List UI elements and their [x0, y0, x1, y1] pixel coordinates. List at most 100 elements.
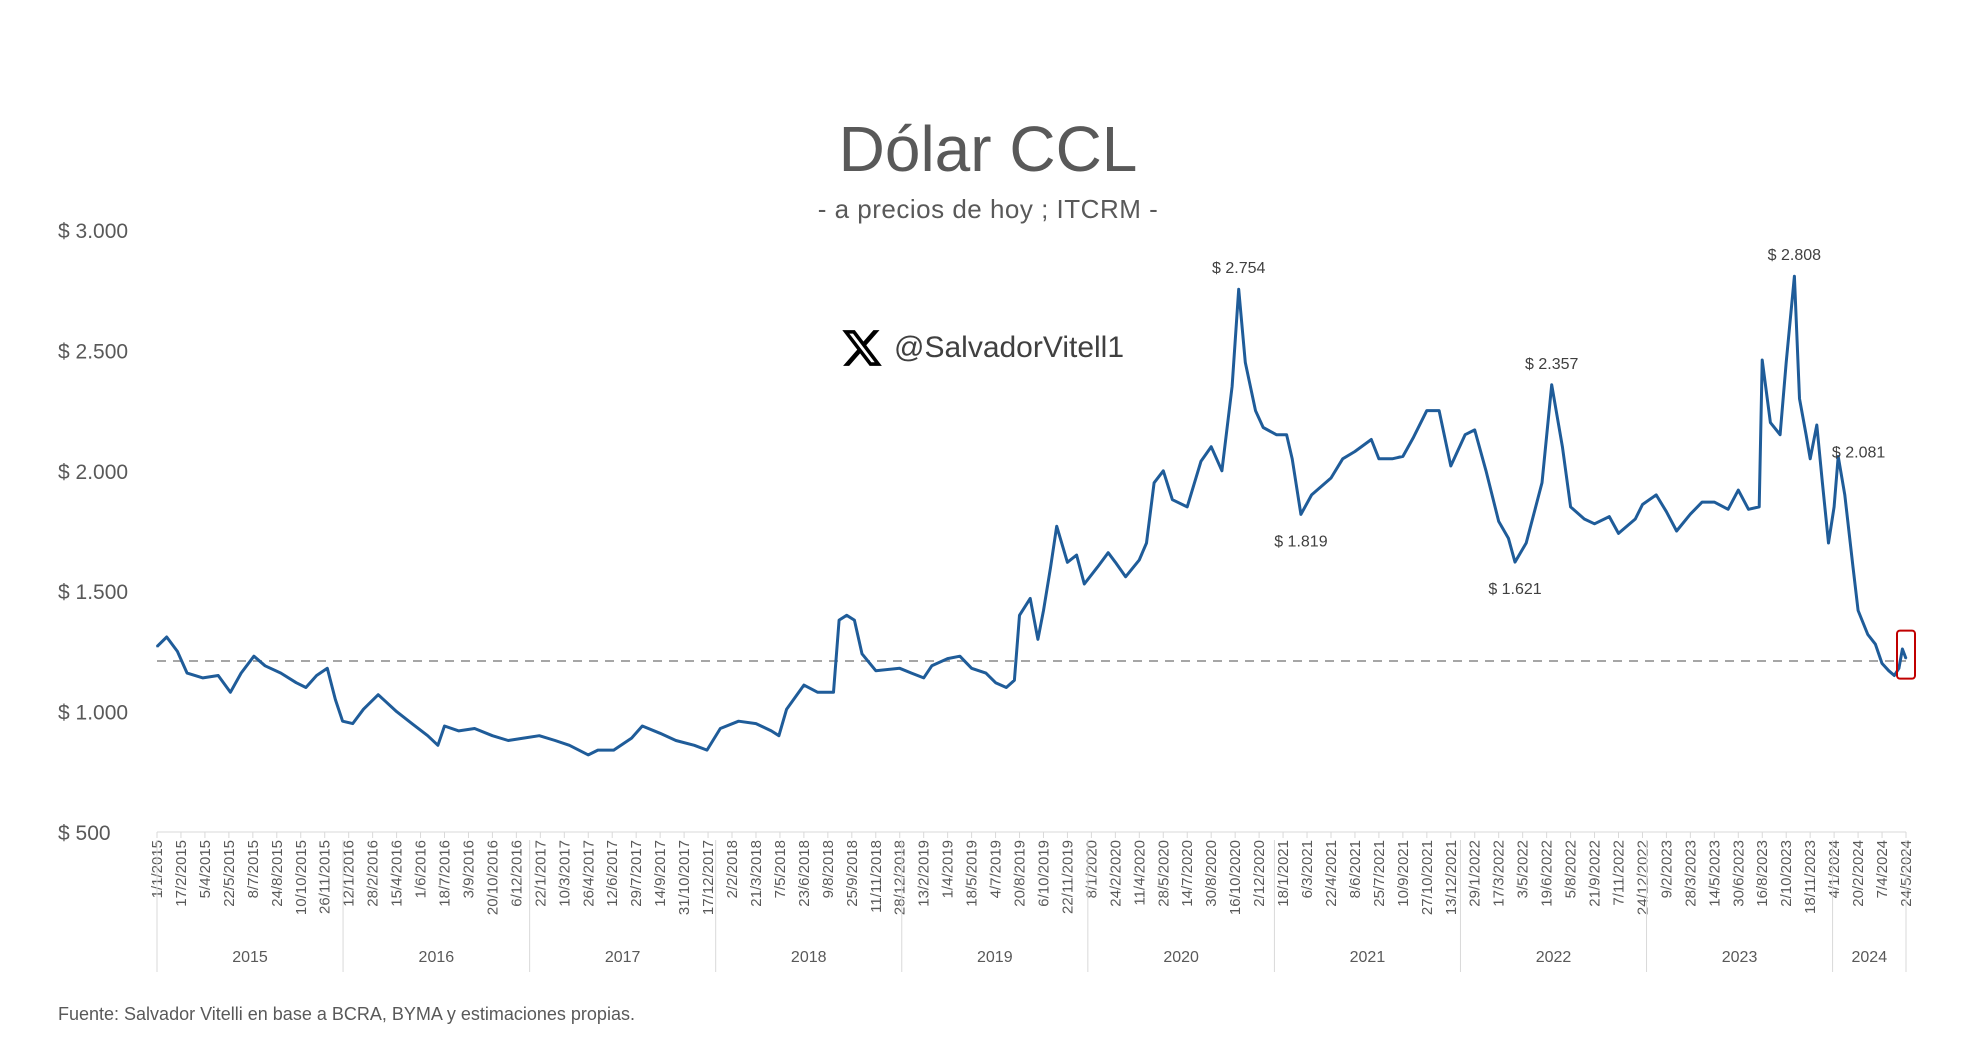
x-tick-label: 1/4/2019 [940, 840, 957, 898]
data-point [1300, 513, 1302, 516]
data-point [1701, 501, 1703, 503]
x-tick-label: 6/10/2019 [1035, 840, 1052, 907]
data-point [803, 684, 805, 686]
x-tick-label: 25/7/2021 [1371, 840, 1388, 907]
x-tick-label: 17/2/2015 [173, 840, 190, 907]
x-tick-label: 20/2/2024 [1850, 840, 1867, 907]
data-point [522, 737, 525, 739]
data-point [910, 672, 913, 674]
year-label: 2019 [977, 949, 1013, 966]
x-tick-label: 11/11/2018 [868, 840, 885, 913]
data-point [1391, 457, 1393, 460]
x-tick-label: 13/2/2019 [916, 840, 933, 907]
x-tick-label: 2/10/2023 [1778, 840, 1795, 907]
data-point [315, 674, 318, 677]
x-tick-label: 7/5/2018 [772, 840, 789, 898]
x-logo-icon [842, 330, 882, 366]
data-point [1583, 518, 1586, 520]
data-point [1145, 542, 1148, 544]
data-point [156, 645, 158, 648]
data-point [295, 681, 297, 684]
data-point [1402, 455, 1404, 458]
data-point [1114, 561, 1117, 564]
data-point [377, 693, 380, 696]
annotation-label: $ 1.621 [1488, 581, 1541, 598]
year-label: 2022 [1536, 949, 1572, 966]
data-point [1844, 494, 1846, 496]
data-point [165, 636, 168, 638]
data-point [641, 725, 644, 727]
data-point [1171, 498, 1174, 501]
x-tick-label: 5/4/2015 [197, 840, 214, 898]
data-point [1426, 409, 1428, 412]
data-point [1866, 633, 1869, 636]
x-tick-label: 24/8/2015 [269, 840, 286, 907]
x-tick-label: 18/11/2023 [1802, 840, 1819, 914]
x-tick-label: 21/3/2018 [748, 840, 765, 907]
x-tick-label: 23/6/2018 [796, 840, 813, 907]
year-label: 2020 [1163, 949, 1199, 966]
data-point [861, 653, 863, 655]
data-point [693, 744, 696, 747]
year-label: 2021 [1350, 949, 1386, 966]
y-tick-label: $ 500 [58, 822, 111, 845]
x-tick-label: 27/10/2021 [1419, 840, 1436, 915]
x-tick-label: 6/3/2021 [1299, 840, 1316, 898]
data-point [898, 667, 901, 670]
data-point [737, 720, 740, 723]
watermark-handle: @SalvadorVitell1 [894, 331, 1125, 364]
data-point [1779, 433, 1781, 436]
data-point [1737, 489, 1740, 491]
data-point [437, 744, 439, 747]
x-tick-label: 3/9/2016 [460, 840, 477, 898]
annotation-label: $ 2.754 [1212, 260, 1265, 277]
data-point [1874, 643, 1877, 645]
data-point [1285, 433, 1288, 436]
x-tick-label: 8/7/2015 [245, 840, 262, 898]
x-tick-label: 5/8/2022 [1563, 840, 1580, 898]
data-point [1857, 609, 1859, 612]
y-tick-label: $ 2.500 [58, 340, 128, 363]
annotation-label: $ 2.808 [1768, 247, 1821, 264]
data-point [341, 720, 344, 723]
x-tick-label: 31/10/2017 [676, 840, 693, 915]
data-point [554, 739, 556, 742]
x-tick-label: 18/7/2016 [437, 840, 454, 907]
data-point [1634, 518, 1637, 520]
x-tick-label: 11/4/2020 [1131, 840, 1148, 906]
data-point [1153, 482, 1155, 484]
data-point [1124, 575, 1127, 578]
x-tick-label: 22/11/2019 [1059, 840, 1076, 914]
data-point [1898, 667, 1900, 670]
data-point [946, 657, 949, 660]
data-point [1608, 515, 1611, 518]
data-point [1473, 429, 1476, 431]
x-tick-label: 20/8/2019 [1012, 840, 1029, 907]
data-point [706, 749, 708, 751]
data-point [1793, 275, 1796, 278]
year-label: 2024 [1852, 949, 1888, 966]
data-point [1837, 455, 1840, 458]
data-point [1037, 638, 1039, 641]
data-point [457, 730, 460, 732]
source-note: Fuente: Salvador Vitelli en base a BCRA,… [58, 1004, 635, 1024]
y-tick-label: $ 1.500 [58, 581, 128, 604]
x-tick-label: 24/12/2022 [1634, 840, 1651, 915]
data-point [1675, 530, 1678, 532]
x-tick-label: 2/12/2020 [1251, 840, 1268, 907]
x-tick-label: 10/10/2015 [293, 840, 310, 915]
data-point [507, 739, 510, 742]
annotations: $ 2.754 $ 1.819 $ 1.621 $ 2.357 $ 2.808 $ 2.0… [1212, 247, 1885, 598]
data-point [443, 725, 446, 727]
x-tick-label: 4/1/2024 [1826, 840, 1843, 898]
data-point [612, 749, 615, 751]
data-point [1162, 470, 1165, 472]
data-point [1330, 477, 1332, 479]
data-point [1341, 457, 1344, 460]
data-point [853, 619, 856, 621]
data-point [1798, 397, 1801, 400]
year-label: 2018 [791, 949, 827, 966]
data-point [1210, 445, 1212, 448]
x-tick-label: 13/12/2021 [1443, 840, 1460, 915]
x-tick-label: 28/12/2018 [892, 840, 909, 915]
